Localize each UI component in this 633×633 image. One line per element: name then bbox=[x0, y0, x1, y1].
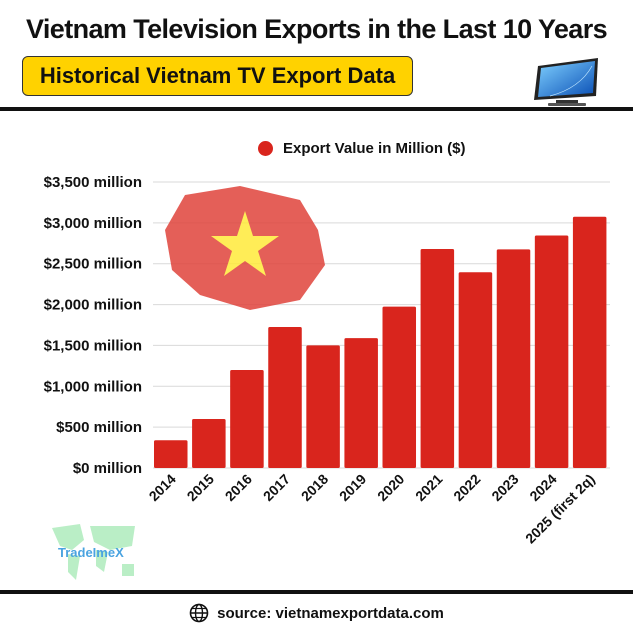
tradeimex-logo-map bbox=[52, 524, 135, 580]
x-tick-label: 2019 bbox=[336, 471, 369, 504]
x-tick-label: 2018 bbox=[298, 471, 331, 504]
bar-2023 bbox=[496, 249, 531, 468]
television-icon bbox=[534, 58, 598, 106]
logo-text: TradeImeX bbox=[58, 545, 124, 560]
source-text: source: vietnamexportdata.com bbox=[217, 604, 444, 622]
bar-2022 bbox=[458, 272, 493, 468]
y-tick-label: $3,000 million bbox=[44, 215, 142, 232]
x-tick-label: 2015 bbox=[184, 471, 217, 504]
bar-2017 bbox=[268, 327, 302, 468]
x-tick-label: 2021 bbox=[412, 471, 445, 504]
legend-swatch bbox=[258, 141, 273, 156]
y-tick-label: $0 million bbox=[73, 460, 142, 477]
source-credit: source: vietnamexportdata.com bbox=[0, 603, 633, 623]
x-tick-label: 2014 bbox=[146, 471, 179, 504]
vietnam-flag-image bbox=[165, 186, 325, 310]
x-tick-label: 2022 bbox=[450, 471, 483, 504]
globe-icon bbox=[189, 603, 209, 623]
header-divider bbox=[0, 107, 633, 111]
bar-2015 bbox=[192, 418, 226, 468]
bar-chart: $0 million $500 million $1,000 million $1,5… bbox=[44, 174, 610, 547]
bar-2019 bbox=[344, 338, 378, 468]
bar-2024 bbox=[534, 235, 569, 468]
bar-2021 bbox=[420, 249, 455, 468]
y-tick-label: $1,000 million bbox=[44, 378, 142, 395]
bar-2025 bbox=[572, 216, 607, 468]
y-tick-label: $3,500 million bbox=[44, 174, 142, 191]
y-tick-label: $500 million bbox=[56, 419, 142, 436]
x-tick-label: 2016 bbox=[222, 471, 255, 504]
bar-2014 bbox=[154, 440, 188, 468]
footer-divider bbox=[0, 590, 633, 594]
chart-title: Vietnam Television Exports in the Last 1… bbox=[25, 14, 608, 44]
bar-2018 bbox=[306, 345, 340, 468]
x-tick-label: 2020 bbox=[374, 471, 407, 504]
x-tick-label: 2024 bbox=[526, 471, 559, 504]
y-tick-label: $2,000 million bbox=[44, 297, 142, 314]
bar-2016 bbox=[230, 369, 264, 468]
chart-legend: Export Value in Million ($) bbox=[258, 140, 466, 157]
x-tick-label: 2023 bbox=[488, 471, 521, 504]
subtitle-banner: Historical Vietnam TV Export Data bbox=[22, 56, 413, 96]
bar-2020 bbox=[382, 306, 417, 468]
legend-label: Export Value in Million ($) bbox=[283, 140, 466, 157]
y-tick-label: $2,500 million bbox=[44, 256, 142, 273]
y-tick-label: $1,500 million bbox=[44, 337, 142, 354]
x-tick-label: 2017 bbox=[260, 471, 293, 504]
x-tick-label: 2025 (first 2q) bbox=[522, 471, 598, 547]
